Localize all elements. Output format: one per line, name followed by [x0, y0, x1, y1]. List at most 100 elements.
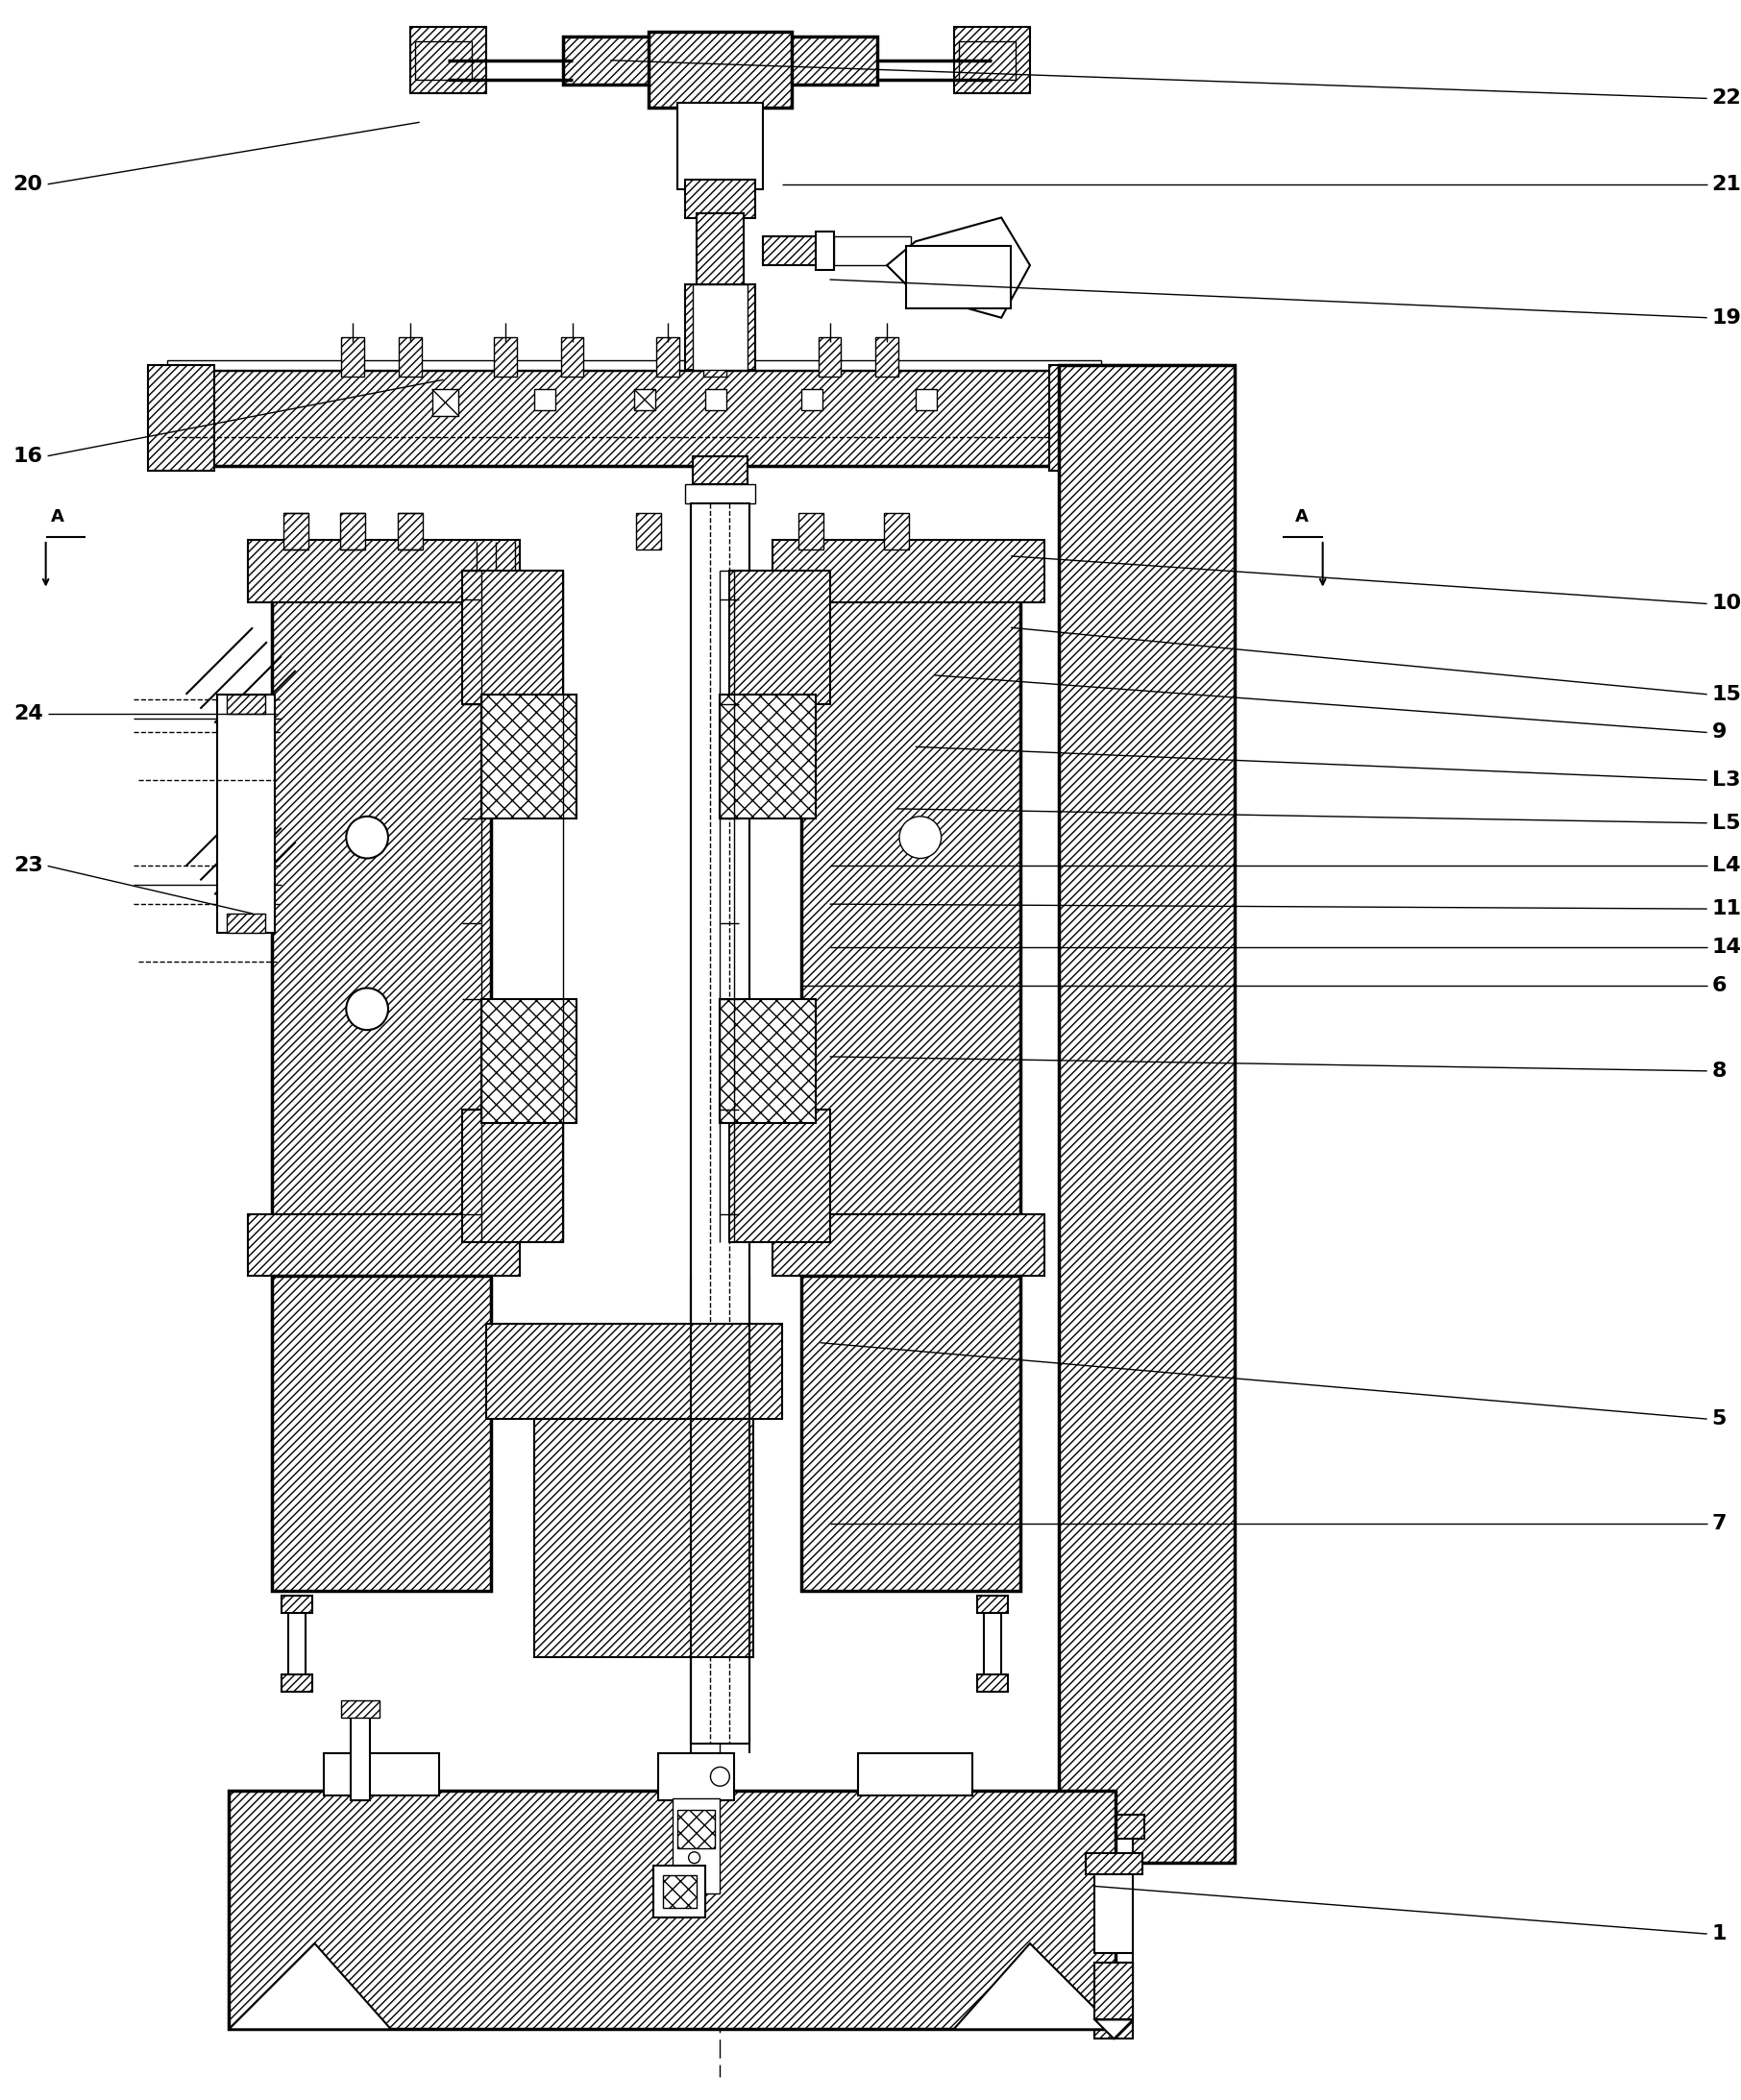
Bar	[815, 231, 834, 271]
Bar	[635, 512, 662, 550]
Circle shape	[900, 817, 942, 859]
Bar	[1095, 1819, 1133, 1982]
Bar	[684, 485, 756, 504]
Bar	[954, 27, 1031, 94]
Bar	[801, 388, 822, 410]
Bar	[486, 1323, 782, 1420]
Bar	[397, 512, 423, 550]
Bar	[494, 336, 517, 376]
Circle shape	[346, 817, 388, 859]
Bar	[634, 388, 655, 410]
Bar	[561, 336, 583, 376]
Bar	[729, 1109, 830, 1243]
Circle shape	[688, 1852, 700, 1863]
Bar	[341, 512, 366, 550]
Bar	[663, 1875, 696, 1909]
Bar	[482, 695, 576, 819]
Bar	[672, 1798, 721, 1894]
Bar	[653, 1865, 705, 1917]
Bar	[282, 1674, 312, 1693]
Text: 23: 23	[14, 857, 44, 876]
Bar	[324, 1754, 439, 1796]
Bar	[977, 1674, 1008, 1693]
Bar	[721, 695, 815, 819]
Text: 10: 10	[1711, 594, 1741, 613]
Polygon shape	[228, 1943, 392, 2029]
Bar	[905, 246, 1012, 309]
Text: 5: 5	[1711, 1409, 1727, 1428]
Bar	[341, 336, 364, 376]
Bar	[167, 370, 1102, 466]
Bar	[341, 1701, 380, 1718]
Text: 9: 9	[1711, 722, 1727, 741]
Bar	[1059, 365, 1234, 1863]
Bar	[287, 1600, 305, 1676]
Text: 22: 22	[1711, 88, 1741, 107]
Bar	[411, 27, 486, 94]
Bar	[1095, 1859, 1133, 1953]
Bar	[432, 388, 458, 416]
Bar	[677, 103, 763, 189]
Bar	[773, 1214, 1045, 1277]
Bar	[916, 388, 937, 410]
Bar	[858, 1754, 973, 1796]
Polygon shape	[954, 1943, 1116, 2029]
Polygon shape	[1095, 2020, 1133, 2039]
Text: 11: 11	[1711, 899, 1741, 918]
Bar	[977, 1596, 1008, 1613]
Text: 16: 16	[14, 447, 44, 466]
Bar	[534, 388, 555, 410]
Bar	[705, 388, 726, 410]
Bar	[656, 336, 679, 376]
Bar	[648, 32, 792, 107]
Bar	[729, 571, 830, 704]
Bar	[712, 512, 736, 550]
Bar	[703, 336, 726, 376]
Bar	[534, 1420, 754, 1657]
Bar	[228, 1791, 1116, 2029]
Bar	[272, 571, 491, 1218]
Text: 1: 1	[1711, 1924, 1727, 1942]
Bar	[463, 1109, 562, 1243]
Bar	[247, 1214, 521, 1277]
Text: L3: L3	[1711, 771, 1741, 790]
Bar	[282, 1596, 312, 1613]
Text: 8: 8	[1711, 1060, 1727, 1082]
Bar	[1085, 1852, 1142, 1873]
Bar	[818, 336, 841, 376]
Bar	[247, 540, 521, 603]
Bar	[684, 284, 756, 370]
Text: 15: 15	[1711, 685, 1741, 704]
Text: 7: 7	[1711, 1514, 1727, 1533]
Bar	[352, 1705, 371, 1800]
Bar	[482, 1000, 576, 1124]
Bar	[801, 571, 1020, 1218]
Text: 6: 6	[1711, 976, 1727, 995]
Text: L5: L5	[1711, 813, 1741, 834]
Bar	[884, 512, 909, 550]
Bar	[984, 1600, 1001, 1676]
Bar	[1095, 1964, 1133, 2039]
Text: 24: 24	[14, 704, 44, 722]
Bar	[693, 284, 747, 370]
Bar	[696, 212, 743, 290]
Bar	[959, 42, 1015, 80]
Text: 20: 20	[14, 174, 44, 193]
Bar	[399, 336, 421, 376]
Bar	[226, 914, 265, 932]
Bar	[721, 1000, 815, 1124]
Bar	[1050, 365, 1226, 470]
Text: 21: 21	[1711, 174, 1741, 193]
Bar	[148, 365, 214, 470]
Circle shape	[346, 987, 388, 1029]
Bar	[463, 571, 562, 704]
Bar	[693, 456, 747, 485]
Bar	[684, 178, 756, 218]
Bar	[834, 237, 911, 265]
Text: A: A	[50, 508, 64, 525]
Bar	[167, 361, 1102, 370]
Bar	[797, 512, 823, 550]
Text: A: A	[1295, 508, 1309, 525]
Bar	[763, 237, 820, 265]
Bar	[272, 1277, 491, 1590]
